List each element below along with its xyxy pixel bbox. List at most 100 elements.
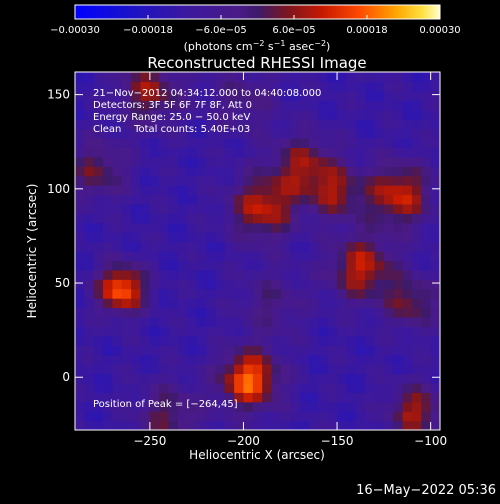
heatmap-cell [215, 156, 226, 167]
heatmap-cell [187, 72, 198, 83]
heatmap-cell [252, 128, 263, 139]
heatmap-cell [327, 222, 338, 233]
heatmap-cell [187, 222, 198, 233]
heatmap-cell [121, 137, 132, 148]
heatmap-cell [159, 232, 170, 243]
heatmap-cell [103, 326, 114, 337]
heatmap-cell [374, 316, 385, 327]
heatmap-cell [196, 241, 207, 252]
heatmap-cell [131, 166, 142, 177]
heatmap-cell [308, 251, 319, 262]
heatmap-cell [337, 175, 348, 186]
heatmap-cell [215, 251, 226, 262]
heatmap-cell [318, 251, 329, 262]
heatmap-cell [196, 222, 207, 233]
heatmap-cell [168, 288, 179, 299]
heatmap-cell [215, 326, 226, 337]
heatmap-cell [84, 354, 95, 365]
heatmap-cell [383, 203, 394, 214]
heatmap-cell [346, 288, 357, 299]
heatmap-cell [299, 251, 310, 262]
heatmap-cell [393, 251, 404, 262]
heatmap-cell [243, 185, 254, 196]
heatmap-cell [206, 316, 216, 327]
heatmap-cell [196, 354, 207, 365]
heatmap-cell [374, 81, 385, 92]
heatmap-cell [337, 232, 348, 243]
heatmap-cell [402, 119, 413, 130]
heatmap-cell [346, 119, 357, 130]
heatmap-cell [337, 251, 348, 262]
heatmap-cell [271, 137, 282, 148]
heatmap-cell [411, 100, 422, 111]
heatmap-cell [411, 81, 422, 92]
heatmap-cell [177, 298, 188, 309]
heatmap-cell [252, 90, 263, 101]
heatmap-cell [168, 232, 179, 243]
heatmap-cell [290, 401, 301, 412]
heatmap-cell [121, 185, 132, 196]
heatmap-cell [308, 326, 319, 337]
heatmap-cell [196, 411, 207, 422]
heatmap-cell [308, 354, 319, 365]
heatmap-cell [177, 194, 188, 205]
heatmap-cell [290, 72, 301, 83]
heatmap-cell [243, 213, 254, 224]
heatmap-cell [93, 194, 104, 205]
heatmap-cell [206, 251, 216, 262]
heatmap-cell [243, 175, 254, 186]
heatmap-cell [140, 241, 151, 252]
heatmap-cell [159, 222, 170, 233]
heatmap-cell [159, 307, 170, 318]
heatmap-cell [224, 194, 235, 205]
heatmap-cell [308, 222, 319, 233]
heatmap-cell [243, 100, 254, 111]
heatmap-cell [168, 364, 179, 375]
heatmap-cell [215, 100, 226, 111]
heatmap-cell [365, 222, 376, 233]
heatmap-cell [121, 156, 132, 167]
heatmap-cell [206, 307, 216, 318]
heatmap-cell [393, 175, 404, 186]
x-tick-label: −100 [414, 434, 447, 448]
heatmap-cell [121, 279, 132, 290]
heatmap-cell [355, 156, 366, 167]
heatmap-cell [308, 316, 319, 327]
heatmap-cell [411, 137, 422, 148]
heatmap-cell [365, 232, 376, 243]
heatmap-cell [140, 307, 151, 318]
heatmap-cell [327, 241, 338, 252]
heatmap-cell [224, 401, 235, 412]
heatmap-cell [271, 203, 282, 214]
heatmap-cell [177, 232, 188, 243]
annotation-total-counts: Clean Total counts: 5.40E+03 [93, 124, 250, 135]
heatmap-cell [290, 335, 301, 346]
heatmap-cell [159, 373, 170, 384]
heatmap-cell [318, 222, 329, 233]
heatmap-cell [374, 260, 385, 271]
heatmap-cell [187, 269, 198, 280]
heatmap-cell [355, 251, 366, 262]
heatmap-cell [131, 373, 142, 384]
heatmap-cell [112, 382, 123, 393]
heatmap-cell [421, 232, 432, 243]
heatmap-cell [327, 326, 338, 337]
heatmap-cell [337, 345, 348, 356]
heatmap-cell [168, 354, 179, 365]
heatmap-cell [149, 401, 160, 412]
heatmap-cell [140, 156, 151, 167]
heatmap-cell [215, 420, 226, 430]
heatmap-cell [168, 335, 179, 346]
heatmap-cell [355, 166, 366, 177]
heatmap-cell [290, 373, 301, 384]
heatmap-cell [234, 260, 245, 271]
heatmap-cell [290, 307, 301, 318]
heatmap-cell [140, 411, 151, 422]
heatmap-cell [365, 119, 376, 130]
heatmap-cell [402, 288, 413, 299]
heatmap-cell [355, 137, 366, 148]
heatmap-cell [299, 147, 310, 158]
heatmap-cell [93, 222, 104, 233]
heatmap-cell [383, 316, 394, 327]
heatmap-cell [411, 307, 422, 318]
